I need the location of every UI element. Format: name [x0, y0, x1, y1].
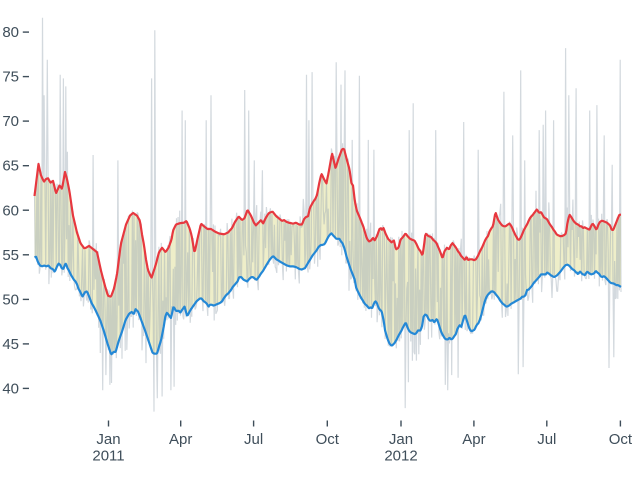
svg-text:Jan: Jan: [389, 431, 413, 448]
svg-text:60: 60: [2, 202, 19, 219]
svg-text:2011: 2011: [92, 448, 124, 465]
svg-text:Jan: Jan: [96, 431, 120, 448]
svg-text:55: 55: [2, 247, 19, 264]
svg-text:Apr: Apr: [169, 431, 192, 448]
svg-text:Apr: Apr: [462, 431, 485, 448]
svg-text:2012: 2012: [384, 448, 417, 465]
svg-text:Oct: Oct: [609, 431, 633, 448]
svg-text:50: 50: [2, 291, 19, 308]
svg-text:Jul: Jul: [244, 431, 263, 448]
svg-text:65: 65: [2, 158, 19, 175]
svg-text:70: 70: [2, 113, 19, 130]
svg-text:Oct: Oct: [316, 431, 340, 448]
svg-text:75: 75: [2, 69, 19, 86]
svg-text:45: 45: [2, 336, 19, 353]
svg-text:80: 80: [2, 24, 19, 41]
svg-text:Jul: Jul: [537, 431, 556, 448]
svg-text:40: 40: [2, 380, 19, 397]
